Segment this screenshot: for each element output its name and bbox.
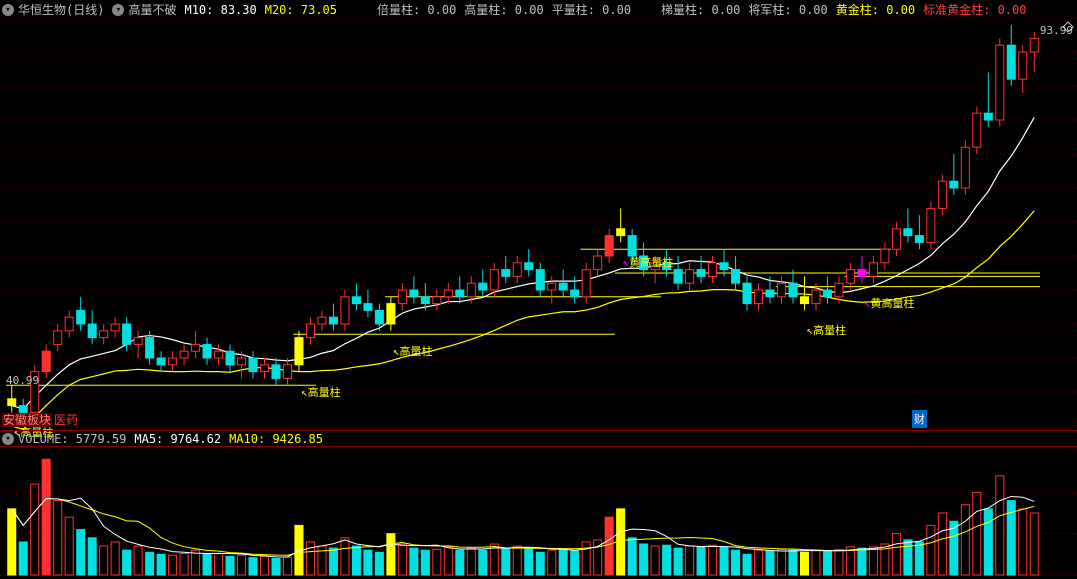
price-label-high: 93.99 bbox=[1040, 24, 1073, 37]
candlestick-chart bbox=[0, 16, 1077, 430]
sector-tags: 安徽板块医药 bbox=[2, 411, 78, 428]
vol-ma5: MA5: 9764.62 bbox=[134, 432, 221, 446]
collapse-icon[interactable]: ▾ bbox=[2, 4, 14, 16]
vol-ma10: MA10: 9426.85 bbox=[229, 432, 323, 446]
annotation-label: ↖黄高量柱 bbox=[623, 254, 674, 270]
collapse-icon[interactable]: ▾ bbox=[2, 433, 14, 445]
volume-panel[interactable] bbox=[0, 446, 1077, 578]
main-chart-panel[interactable]: 93.99 40.99 ↖高量柱↖高量柱↖高量柱↖黄高量柱↖高量柱↖黄高量柱 安… bbox=[0, 16, 1077, 430]
chart-header: ▾ 华恒生物(日线) ▾ 高量不破 M10: 83.30 M20: 73.05 … bbox=[2, 2, 1075, 17]
price-label-low: 40.99 bbox=[6, 374, 39, 387]
m10: M10: 83.30 bbox=[184, 3, 256, 17]
m20: M20: 73.05 bbox=[265, 3, 337, 17]
collapse-icon[interactable]: ▾ bbox=[112, 4, 124, 16]
vol-label: VOLUME: 5779.59 bbox=[18, 432, 126, 446]
cai-badge: 财 bbox=[912, 410, 927, 428]
annotation-label: ↖高量柱 bbox=[806, 322, 846, 338]
annotation-label: ↖高量柱 bbox=[393, 343, 433, 359]
volume-chart bbox=[0, 447, 1077, 579]
annotation-label: ↖黄高量柱 bbox=[864, 295, 915, 311]
volume-header: ▾ VOLUME: 5779.59 MA5: 9764.62 MA10: 942… bbox=[2, 432, 1075, 446]
annotation-label: ↖高量柱 bbox=[301, 384, 341, 400]
